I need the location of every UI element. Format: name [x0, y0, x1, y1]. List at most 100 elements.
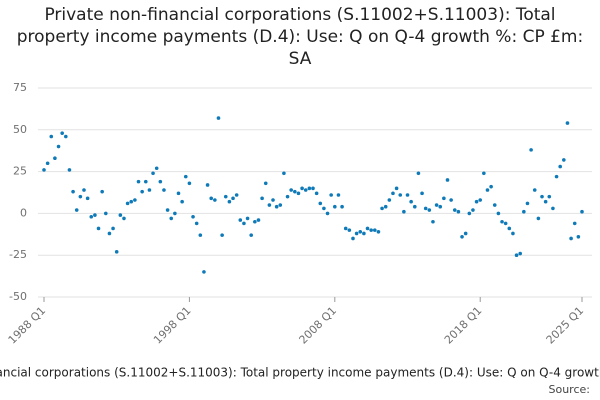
y-tick-label: 25 — [13, 165, 27, 178]
point — [173, 211, 177, 216]
point — [409, 199, 413, 204]
point — [118, 213, 123, 217]
point — [122, 216, 126, 221]
point — [551, 206, 555, 211]
point — [485, 188, 490, 192]
point — [293, 189, 297, 194]
point — [231, 196, 235, 201]
point — [391, 191, 395, 196]
point — [343, 226, 348, 231]
point — [503, 221, 508, 226]
point — [536, 216, 541, 221]
point — [365, 226, 370, 231]
x-tick-label: 2008 Q1 — [297, 304, 340, 347]
point — [205, 183, 210, 187]
point — [271, 198, 275, 202]
point — [67, 168, 72, 172]
point — [245, 216, 250, 221]
point — [89, 214, 94, 219]
point — [147, 188, 152, 192]
point — [489, 184, 493, 189]
point — [522, 209, 526, 214]
point — [438, 204, 443, 209]
point — [74, 208, 79, 212]
point — [216, 116, 221, 120]
point — [333, 204, 337, 209]
point — [213, 198, 217, 202]
point — [169, 216, 174, 221]
point — [154, 166, 159, 171]
point — [478, 198, 483, 202]
point — [129, 199, 134, 204]
point — [209, 196, 214, 201]
point — [358, 229, 363, 234]
point — [274, 204, 279, 209]
point — [96, 226, 101, 231]
point — [500, 219, 504, 224]
point — [180, 199, 184, 204]
point — [100, 189, 104, 194]
point — [336, 193, 341, 197]
point — [543, 199, 548, 204]
point — [554, 174, 559, 179]
point — [223, 194, 228, 199]
point — [56, 144, 61, 149]
point — [227, 199, 232, 204]
point — [220, 233, 224, 237]
point — [412, 204, 417, 209]
point — [322, 206, 326, 211]
y-tick-label: 75 — [13, 81, 27, 94]
source: Source: — [549, 383, 591, 396]
point — [103, 211, 108, 216]
point — [518, 251, 523, 256]
point — [282, 171, 286, 176]
point — [514, 253, 519, 257]
point — [529, 148, 533, 152]
point — [191, 214, 195, 219]
x-tick-label: 2018 Q1 — [442, 304, 485, 347]
point — [452, 208, 457, 212]
point — [325, 211, 330, 216]
point — [354, 231, 359, 236]
point — [532, 188, 537, 192]
x-tick-label: 1988 Q1 — [6, 304, 49, 347]
point — [198, 233, 203, 237]
point — [572, 221, 577, 226]
point — [405, 193, 410, 197]
point — [511, 231, 515, 236]
point — [53, 156, 57, 161]
point — [565, 121, 570, 125]
y-tick-label: -50 — [9, 290, 27, 303]
point — [402, 209, 406, 214]
point — [492, 203, 497, 207]
point — [194, 221, 199, 226]
point — [289, 188, 293, 192]
point — [474, 199, 479, 204]
point — [456, 209, 461, 214]
chart-title: Private non-financial corporations (S.11… — [16, 5, 584, 69]
point — [318, 201, 323, 206]
point — [562, 158, 566, 162]
point — [420, 191, 424, 196]
point — [351, 236, 355, 241]
point — [387, 198, 392, 202]
x-tick-label: 2025 Q1 — [544, 304, 587, 347]
point — [45, 161, 50, 166]
point — [383, 204, 388, 209]
point — [380, 206, 384, 211]
point — [467, 211, 472, 216]
point — [158, 179, 163, 184]
point — [547, 194, 552, 199]
y-tick-label: 50 — [13, 123, 27, 136]
point — [427, 208, 432, 212]
point — [64, 134, 68, 139]
legend-entry: Private non-financial corporations (S.11… — [0, 366, 600, 380]
point — [347, 228, 352, 232]
point — [296, 191, 301, 196]
point — [60, 131, 64, 135]
point — [445, 178, 450, 182]
point — [482, 171, 486, 176]
point — [460, 235, 464, 239]
